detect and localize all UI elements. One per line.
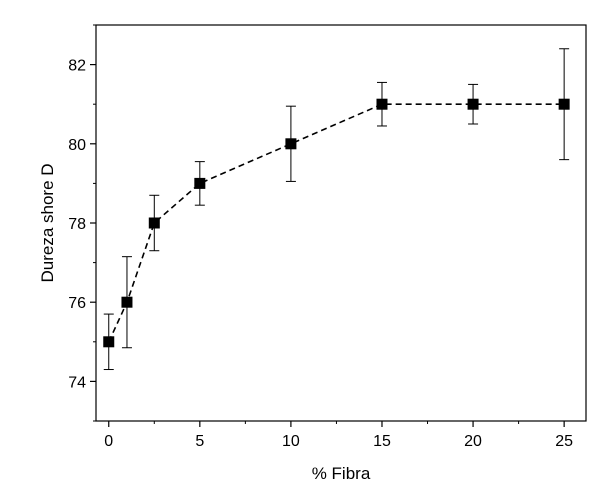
x-tick-label: 5 [195,433,204,450]
plot-frame [95,24,587,422]
y-axis-title: Dureza shore D [38,163,57,282]
data-point [194,177,206,189]
axis-ticks [90,24,565,427]
x-tick-label: 15 [373,433,391,450]
error-bars [103,48,570,371]
data-point [285,138,297,150]
y-tick-label: 76 [68,295,86,312]
data-point [467,98,479,110]
y-tick-label: 80 [68,137,86,154]
data-point [558,98,570,110]
x-tick-label: 0 [104,433,113,450]
data-markers [103,98,570,348]
y-tick-label: 82 [68,58,86,75]
x-axis-title: % Fibra [312,464,371,483]
data-point [121,296,133,308]
data-point [103,336,115,348]
series-line [108,103,565,343]
tick-labels: 0 5 10 15 20 25 74 76 78 80 82 [68,58,573,450]
x-tick-label: 20 [464,433,482,450]
x-tick-label: 25 [555,433,573,450]
data-point [376,98,388,110]
data-point [148,217,160,229]
y-tick-label: 78 [68,216,86,233]
x-tick-label: 10 [282,433,300,450]
y-tick-label: 74 [68,374,86,391]
